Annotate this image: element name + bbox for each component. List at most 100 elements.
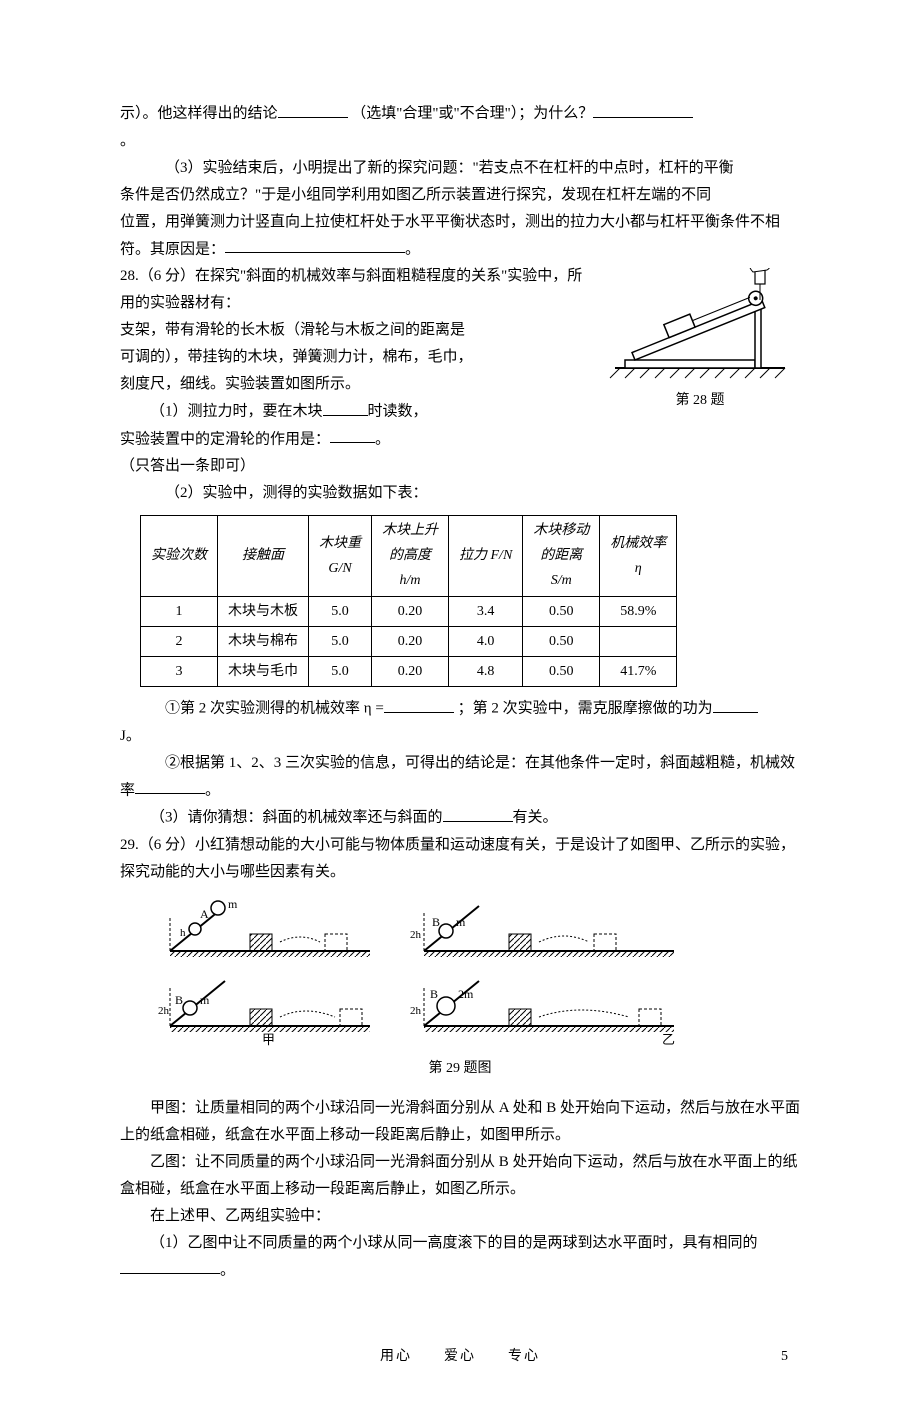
- q27-p3c: 位置，用弹簧测力计竖直向上拉使杠杆处于水平平衡状态时，测出的拉力大小都与杠杆平衡…: [120, 209, 800, 264]
- q29-caption: 第 29 题图: [120, 1056, 800, 1081]
- text: （3）请你猜想：斜面的机械效率还与斜面的: [150, 810, 443, 826]
- page-number: 5: [781, 1344, 790, 1369]
- cell: 木块与棉布: [218, 626, 309, 656]
- incline-diagram: [605, 268, 795, 388]
- blank: [593, 100, 693, 118]
- text: 实验装置中的定滑轮的作用是：: [120, 431, 330, 447]
- text: 有关。: [513, 810, 558, 826]
- q28-block: 第 28 题 28.（6 分）在探究"斜面的机械效率与斜面粗糙程度的关系"实验中…: [120, 263, 800, 832]
- q28-after1: ①第 2 次实验测得的机械效率 η = ；第 2 次实验中，需克服摩擦做的功为: [120, 695, 800, 723]
- cell: 0.20: [372, 656, 449, 686]
- svg-text:A: A: [200, 907, 209, 921]
- q27-line1: 示）。他这样得出的结论 （选填"合理"或"不合理"）；为什么？: [120, 100, 800, 128]
- svg-text:B: B: [430, 987, 438, 1001]
- cell: 0.20: [372, 626, 449, 656]
- text: 。: [375, 431, 390, 447]
- svg-text:2h: 2h: [410, 1005, 422, 1017]
- cell: 1: [141, 596, 218, 626]
- cell: 木块与木板: [218, 596, 309, 626]
- cell: 0.50: [523, 626, 600, 656]
- cell: 木块与毛巾: [218, 656, 309, 686]
- q29-block: 29.（6 分）小红猜想动能的大小可能与物体质量和运动速度有关，于是设计了如图甲…: [120, 832, 800, 1285]
- footer-text: 用心 爱心 专心: [380, 1349, 540, 1364]
- text: ①第 2 次实验测得的机械效率 η =: [165, 701, 384, 717]
- text: 。: [120, 133, 135, 149]
- text: 时读数，: [368, 404, 428, 420]
- cell: 58.9%: [600, 596, 677, 626]
- cell: [600, 626, 677, 656]
- col-header: 木块移动的距离S/m: [523, 516, 600, 597]
- text: （1）测拉力时，要在木块: [150, 404, 323, 420]
- q28-table: 实验次数 接触面 木块重G/N 木块上升的高度h/m 拉力 F/N 木块移动的距…: [140, 515, 677, 687]
- figure-label: 第 28 题: [600, 388, 800, 413]
- blank: [384, 695, 454, 713]
- q29-pA: 甲图：让质量相同的两个小球沿同一光滑斜面分别从 A 处和 B 处开始向下运动，然…: [120, 1095, 800, 1149]
- blank: [135, 777, 205, 795]
- text: 。: [205, 782, 220, 798]
- table-row: 1 木块与木板 5.0 0.20 3.4 0.50 58.9%: [141, 596, 677, 626]
- blank: [330, 426, 375, 444]
- q29-pB: 乙图：让不同质量的两个小球沿同一光滑斜面分别从 B 处开始向下运动，然后与放在水…: [120, 1149, 800, 1203]
- blank: [443, 804, 513, 822]
- page-footer: 用心 爱心 专心 5: [120, 1344, 800, 1369]
- q27-line2: 。: [120, 128, 800, 155]
- col-header: 机械效率η: [600, 516, 677, 597]
- cell: 2: [141, 626, 218, 656]
- q29-title: 29.（6 分）小红猜想动能的大小可能与物体质量和运动速度有关，于是设计了如图甲…: [120, 832, 800, 886]
- cell: 4.0: [449, 626, 523, 656]
- cell: 0.50: [523, 596, 600, 626]
- svg-text:甲: 甲: [262, 1032, 275, 1046]
- svg-text:m: m: [228, 897, 238, 911]
- svg-text:乙: 乙: [662, 1032, 675, 1046]
- cell: 0.20: [372, 596, 449, 626]
- table-row: 3 木块与毛巾 5.0 0.20 4.8 0.50 41.7%: [141, 656, 677, 686]
- col-header: 木块上升的高度h/m: [372, 516, 449, 597]
- svg-text:2h: 2h: [410, 929, 422, 941]
- q29-pC: 在上述甲、乙两组实验中：: [120, 1203, 800, 1230]
- cell: 3: [141, 656, 218, 686]
- q27-p3b: 条件是否仍然成立？"于是小组同学利用如图乙所示装置进行探究，发现在杠杆左端的不同: [120, 182, 800, 209]
- text: （1）乙图中让不同质量的两个小球从同一高度滚下的目的是两球到达水平面时，具有相同…: [150, 1235, 758, 1251]
- svg-text:2h: 2h: [158, 1005, 170, 1017]
- cell: 5.0: [309, 596, 372, 626]
- q28-p1e: （只答出一条即可）: [120, 453, 800, 480]
- text: 示）。他这样得出的结论: [120, 106, 278, 122]
- blank: [323, 398, 368, 416]
- text: ②根据第 1、2、3 三次实验的信息，可得出的结论是：在其他条件一定时，斜面越粗…: [120, 755, 795, 799]
- diagram-jia: m A h B m 2h 甲: [140, 896, 390, 1046]
- diagram-yi: B m 2h B 2m 2h 乙: [394, 896, 694, 1046]
- q28-after2: ②根据第 1、2、3 三次实验的信息，可得出的结论是：在其他条件一定时，斜面越粗…: [120, 750, 800, 805]
- table-row: 2 木块与棉布 5.0 0.20 4.0 0.50: [141, 626, 677, 656]
- col-header: 实验次数: [141, 516, 218, 597]
- q27-block: 示）。他这样得出的结论 （选填"合理"或"不合理"）；为什么？ 。 （3）实验结…: [120, 100, 800, 263]
- svg-text:h: h: [180, 927, 186, 939]
- q28-figure: 第 28 题: [600, 268, 800, 413]
- blank: [278, 100, 348, 118]
- text: 位置，用弹簧测力计竖直向上拉使杠杆处于水平平衡状态时，测出的拉力大小都与杠杆平衡…: [120, 214, 780, 258]
- table-header-row: 实验次数 接触面 木块重G/N 木块上升的高度h/m 拉力 F/N 木块移动的距…: [141, 516, 677, 597]
- cell: 41.7%: [600, 656, 677, 686]
- svg-text:m: m: [456, 915, 466, 929]
- text: ；第 2 次实验中，需克服摩擦做的功为: [458, 701, 713, 717]
- q28-after1c: J。: [120, 723, 800, 750]
- svg-text:2m: 2m: [458, 987, 474, 1001]
- svg-text:B: B: [175, 993, 183, 1007]
- cell: 3.4: [449, 596, 523, 626]
- text: 。: [220, 1262, 235, 1278]
- cell: 5.0: [309, 626, 372, 656]
- q28-p1c: 实验装置中的定滑轮的作用是： 。: [120, 426, 800, 454]
- blank: [120, 1257, 220, 1275]
- q27-p3a: （3）实验结束后，小明提出了新的探究问题："若支点不在杠杆的中点时，杠杆的平衡: [120, 155, 800, 182]
- col-header: 接触面: [218, 516, 309, 597]
- cell: 5.0: [309, 656, 372, 686]
- text: （选填"合理"或"不合理"）；为什么？: [351, 106, 593, 122]
- blank: [225, 236, 405, 254]
- q28-p2: （2）实验中，测得的实验数据如下表：: [120, 480, 800, 507]
- cell: 0.50: [523, 656, 600, 686]
- blank: [713, 695, 758, 713]
- col-header: 木块重G/N: [309, 516, 372, 597]
- cell: 4.8: [449, 656, 523, 686]
- text: 。: [405, 241, 420, 257]
- svg-text:m: m: [200, 993, 210, 1007]
- table-body: 1 木块与木板 5.0 0.20 3.4 0.50 58.9% 2 木块与棉布 …: [141, 596, 677, 687]
